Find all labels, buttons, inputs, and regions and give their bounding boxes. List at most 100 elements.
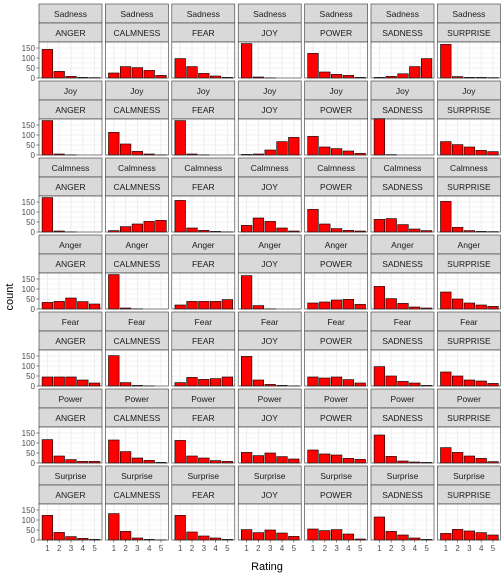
bar bbox=[319, 301, 331, 310]
strip-col-label: SURPRISE bbox=[447, 105, 491, 115]
bar bbox=[409, 228, 421, 233]
bar bbox=[264, 221, 276, 233]
strip-row-label: Power bbox=[191, 394, 215, 404]
bar bbox=[440, 141, 452, 156]
strip-col-label: SURPRISE bbox=[447, 336, 491, 346]
strip-row-label: Calmness bbox=[450, 163, 488, 173]
y-tick-label: 150 bbox=[22, 506, 36, 515]
strip-row-label: Fear bbox=[128, 317, 146, 327]
bar bbox=[120, 226, 132, 233]
facet-panel: Calmness POWER bbox=[304, 157, 373, 233]
bar bbox=[373, 219, 386, 233]
bar bbox=[65, 297, 77, 310]
bar bbox=[319, 71, 331, 79]
bar bbox=[288, 458, 300, 464]
strip-row-label: Fear bbox=[327, 317, 345, 327]
y-tick-label: 0 bbox=[31, 536, 36, 545]
bar bbox=[264, 452, 276, 464]
panel-border bbox=[171, 426, 236, 464]
bar bbox=[252, 379, 265, 387]
strip-col-label: SURPRISE bbox=[447, 490, 491, 500]
panel-border bbox=[304, 195, 368, 233]
bar bbox=[451, 529, 464, 541]
bar bbox=[487, 151, 499, 156]
bar bbox=[131, 457, 144, 464]
x-tick-label: 5 bbox=[358, 544, 363, 553]
panel-border bbox=[38, 349, 103, 387]
y-tick-label: 100 bbox=[22, 362, 36, 371]
bar bbox=[373, 516, 386, 541]
strip-row-label: Sadness bbox=[386, 9, 419, 19]
x-tick-label: 1 bbox=[112, 544, 117, 553]
bar bbox=[451, 452, 464, 464]
panel-border bbox=[38, 118, 103, 156]
strip-col-label: POWER bbox=[320, 28, 352, 38]
strip-col-label: FEAR bbox=[192, 28, 215, 38]
bar bbox=[120, 66, 132, 79]
x-tick-label: 4 bbox=[346, 544, 351, 553]
bar bbox=[487, 383, 499, 387]
bar bbox=[77, 379, 89, 387]
facet-panel: Power SADNESS bbox=[370, 388, 439, 464]
panel-border bbox=[304, 272, 368, 310]
panel-border bbox=[437, 195, 501, 233]
strip-row-label: Sadness bbox=[253, 9, 286, 19]
bar bbox=[475, 304, 487, 310]
strip-col-label: POWER bbox=[320, 182, 352, 192]
bar bbox=[198, 535, 210, 541]
facet-panel: Anger FEAR bbox=[171, 234, 240, 310]
strip-col-label: POWER bbox=[320, 336, 352, 346]
bar bbox=[143, 221, 155, 233]
strip-row-label: Anger bbox=[59, 240, 82, 250]
y-tick-label: 100 bbox=[22, 439, 36, 448]
facet-panel: Anger CALMNESS bbox=[105, 234, 174, 310]
bar bbox=[440, 533, 452, 541]
bar bbox=[330, 529, 343, 541]
bar bbox=[53, 376, 65, 387]
bar bbox=[451, 298, 464, 310]
bar bbox=[385, 375, 397, 387]
panel-border bbox=[437, 503, 501, 541]
bar bbox=[373, 366, 386, 387]
facet-panel: Surprise FEAR 1 2 3 4 5 bbox=[171, 465, 240, 553]
bar bbox=[451, 227, 464, 233]
bar bbox=[276, 532, 288, 541]
strip-row-label: Sadness bbox=[120, 9, 153, 19]
bar bbox=[65, 536, 77, 541]
strip-row-label: Anger bbox=[458, 240, 481, 250]
bar bbox=[108, 355, 120, 387]
bar bbox=[397, 534, 409, 541]
panel-border bbox=[237, 272, 302, 310]
bar bbox=[252, 532, 265, 541]
bar bbox=[210, 378, 222, 387]
bar bbox=[330, 299, 343, 310]
bar bbox=[397, 224, 409, 233]
bar bbox=[174, 515, 186, 541]
bar bbox=[41, 376, 53, 387]
strip-row-label: Power bbox=[258, 394, 282, 404]
bar bbox=[174, 304, 186, 310]
panel-border bbox=[105, 426, 169, 464]
facet-panel: Fear POWER bbox=[304, 311, 373, 387]
strip-col-label: SURPRISE bbox=[447, 28, 491, 38]
strip-col-label: CALMNESS bbox=[114, 105, 161, 115]
bar bbox=[221, 299, 234, 310]
bar bbox=[342, 379, 355, 387]
bar bbox=[143, 460, 155, 464]
panel-border bbox=[370, 118, 435, 156]
x-tick-label: 3 bbox=[467, 544, 472, 553]
bar bbox=[53, 71, 65, 79]
facet-panel: Power CALMNESS bbox=[105, 388, 174, 464]
bar bbox=[89, 382, 101, 387]
bar bbox=[198, 73, 210, 79]
strip-col-label: POWER bbox=[320, 105, 352, 115]
bar bbox=[440, 291, 452, 310]
bar bbox=[276, 227, 288, 233]
strip-row-label: Power bbox=[390, 394, 414, 404]
bar bbox=[475, 150, 487, 156]
strip-col-label: ANGER bbox=[55, 413, 85, 423]
